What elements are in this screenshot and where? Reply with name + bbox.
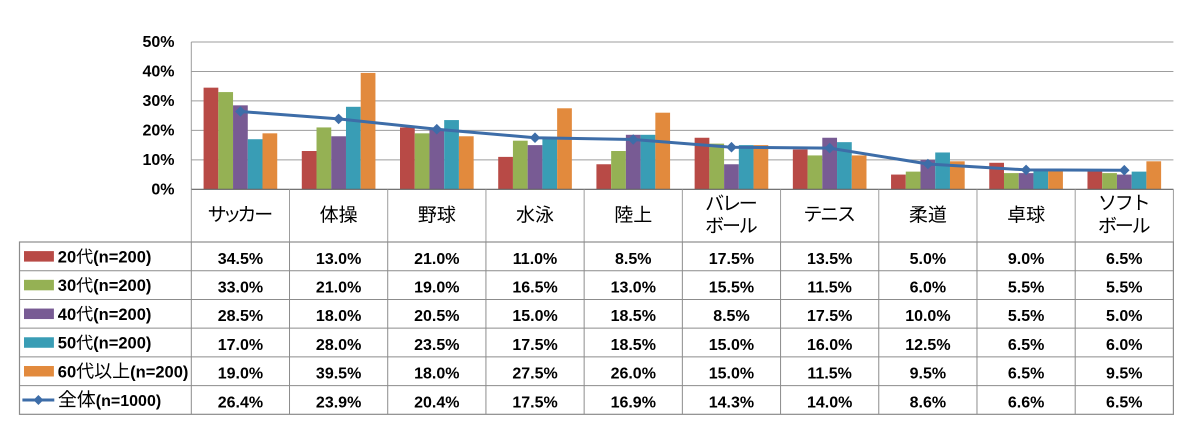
svg-text:12.5%: 12.5% — [905, 337, 950, 354]
svg-text:20%: 20% — [142, 123, 174, 140]
svg-text:9.5%: 9.5% — [1106, 366, 1142, 383]
svg-text:17.5%: 17.5% — [512, 394, 557, 411]
svg-text:28.0%: 28.0% — [316, 337, 361, 354]
svg-text:40%: 40% — [142, 64, 174, 81]
svg-text:(n=200): (n=200) — [93, 249, 151, 267]
svg-text:18.0%: 18.0% — [414, 366, 459, 383]
svg-text:10%: 10% — [142, 152, 174, 169]
svg-text:17.0%: 17.0% — [218, 337, 263, 354]
svg-text:20: 20 — [58, 249, 76, 267]
svg-text:10.0%: 10.0% — [905, 308, 950, 325]
svg-text:6.5%: 6.5% — [1008, 366, 1044, 383]
svg-text:26.4%: 26.4% — [218, 394, 263, 411]
svg-text:5.0%: 5.0% — [910, 251, 946, 268]
svg-text:6.0%: 6.0% — [1106, 337, 1142, 354]
svg-text:(n=200): (n=200) — [130, 363, 188, 381]
svg-text:5.0%: 5.0% — [1106, 308, 1142, 325]
svg-text:11.5%: 11.5% — [807, 366, 851, 383]
svg-text:11.5%: 11.5% — [807, 280, 851, 297]
svg-text:18.0%: 18.0% — [316, 308, 361, 325]
svg-text:17.5%: 17.5% — [709, 251, 754, 268]
svg-text:30: 30 — [58, 277, 76, 295]
svg-text:30%: 30% — [142, 93, 174, 110]
svg-text:11.0%: 11.0% — [513, 251, 557, 268]
svg-text:16.5%: 16.5% — [512, 280, 557, 297]
svg-text:15.0%: 15.0% — [512, 308, 557, 325]
svg-text:5.5%: 5.5% — [1106, 280, 1142, 297]
svg-text:13.0%: 13.0% — [316, 251, 361, 268]
svg-text:50: 50 — [58, 335, 76, 353]
svg-text:13.5%: 13.5% — [807, 251, 852, 268]
svg-text:19.0%: 19.0% — [414, 280, 459, 297]
svg-text:0%: 0% — [151, 182, 174, 199]
svg-text:6.5%: 6.5% — [1106, 394, 1142, 411]
svg-text:14.3%: 14.3% — [709, 394, 754, 411]
svg-text:50%: 50% — [142, 34, 174, 51]
svg-text:16.9%: 16.9% — [611, 394, 656, 411]
svg-text:6.0%: 6.0% — [910, 280, 946, 297]
svg-text:21.0%: 21.0% — [414, 251, 459, 268]
svg-text:21.0%: 21.0% — [316, 280, 361, 297]
svg-text:8.6%: 8.6% — [910, 394, 946, 411]
svg-text:39.5%: 39.5% — [316, 366, 361, 383]
svg-text:23.5%: 23.5% — [414, 337, 459, 354]
svg-text:15.0%: 15.0% — [709, 337, 754, 354]
svg-text:6.5%: 6.5% — [1008, 337, 1044, 354]
svg-text:5.5%: 5.5% — [1008, 280, 1044, 297]
svg-text:26.0%: 26.0% — [611, 366, 656, 383]
svg-text:9.0%: 9.0% — [1008, 251, 1044, 268]
svg-text:33.0%: 33.0% — [218, 280, 263, 297]
svg-text:18.5%: 18.5% — [611, 308, 656, 325]
svg-text:20.5%: 20.5% — [414, 308, 459, 325]
svg-text:(n=200): (n=200) — [93, 277, 151, 295]
svg-text:14.0%: 14.0% — [807, 394, 852, 411]
svg-text:6.6%: 6.6% — [1008, 394, 1044, 411]
svg-text:6.5%: 6.5% — [1106, 251, 1142, 268]
svg-text:19.0%: 19.0% — [218, 366, 263, 383]
svg-text:5.5%: 5.5% — [1008, 308, 1044, 325]
svg-text:17.5%: 17.5% — [512, 337, 557, 354]
svg-text:(n=200): (n=200) — [93, 306, 151, 324]
svg-text:28.5%: 28.5% — [218, 308, 263, 325]
svg-text:60: 60 — [58, 363, 76, 381]
svg-text:8.5%: 8.5% — [615, 251, 651, 268]
svg-text:8.5%: 8.5% — [713, 308, 749, 325]
svg-text:(n=200): (n=200) — [93, 335, 151, 353]
svg-text:34.5%: 34.5% — [218, 251, 263, 268]
svg-text:15.5%: 15.5% — [709, 280, 754, 297]
svg-text:13.0%: 13.0% — [611, 280, 656, 297]
svg-text:9.5%: 9.5% — [910, 366, 946, 383]
svg-text:18.5%: 18.5% — [611, 337, 656, 354]
svg-text:40: 40 — [58, 306, 76, 324]
svg-text:(n=1000): (n=1000) — [96, 393, 161, 410]
svg-text:23.9%: 23.9% — [316, 394, 361, 411]
svg-text:15.0%: 15.0% — [709, 366, 754, 383]
svg-text:16.0%: 16.0% — [807, 337, 852, 354]
svg-text:27.5%: 27.5% — [512, 366, 557, 383]
svg-text:20.4%: 20.4% — [414, 394, 459, 411]
svg-text:17.5%: 17.5% — [807, 308, 852, 325]
